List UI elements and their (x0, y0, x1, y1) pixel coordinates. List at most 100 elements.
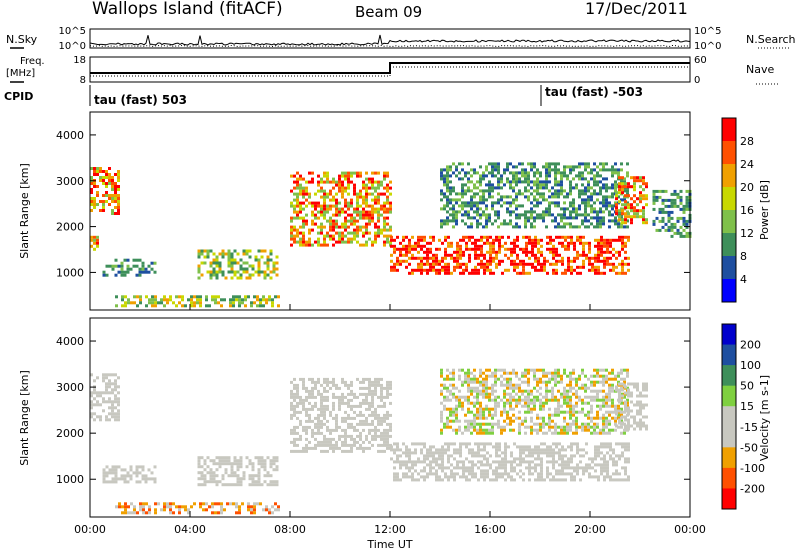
range-gate-cell (615, 385, 618, 389)
range-gate-cell (461, 192, 464, 196)
range-gate-cell (563, 189, 566, 193)
range-gate-cell (193, 301, 196, 305)
range-gate-cell (335, 180, 338, 184)
range-gate-cell (190, 304, 193, 308)
range-gate-cell (389, 240, 392, 244)
colorbar-tick-label: 16 (740, 204, 754, 217)
range-gate-cell (606, 463, 609, 467)
range-gate-cell (623, 377, 626, 381)
range-gate-cell (335, 201, 338, 205)
range-gate-cell (594, 265, 597, 269)
range-gate-cell (597, 253, 600, 257)
range-gate-cell (474, 241, 477, 245)
range-gate-cell (627, 418, 630, 422)
range-gate-cell (500, 431, 503, 435)
range-gate-cell (670, 210, 674, 214)
range-gate-cell (470, 180, 473, 184)
range-gate-cell (624, 194, 627, 198)
range-gate-cell (117, 188, 120, 191)
range-gate-cell (548, 425, 551, 429)
range-gate-cell (584, 201, 587, 205)
range-gate-cell (542, 404, 545, 408)
range-gate-cell (271, 505, 274, 509)
range-gate-cell (615, 203, 618, 207)
range-gate-cell (624, 256, 627, 260)
range-gate-cell (518, 192, 521, 196)
range-gate-cell (102, 170, 105, 173)
colorbar-swatch (722, 210, 736, 234)
range-gate-cell (489, 442, 492, 446)
range-gate-cell (673, 225, 677, 229)
range-gate-cell (317, 380, 320, 384)
range-gate-cell (567, 472, 570, 476)
range-gate-cell (485, 389, 488, 393)
range-gate-cell (491, 398, 494, 402)
range-gate-cell (311, 404, 314, 408)
range-gate-cell (558, 259, 561, 263)
range-gate-cell (305, 243, 308, 247)
range-gate-cell (548, 201, 551, 205)
range-gate-cell (452, 219, 455, 223)
range-gate-cell (390, 265, 393, 269)
range-gate-cell (359, 174, 362, 178)
range-gate-cell (393, 238, 396, 242)
range-gate-cell (417, 244, 420, 248)
range-gate-cell (305, 437, 308, 441)
range-gate-cell (435, 451, 438, 455)
range-gate-cell (546, 454, 549, 458)
range-gate-cell (491, 204, 494, 208)
range-gate-cell (447, 454, 450, 458)
range-gate-cell (429, 256, 432, 260)
range-gate-cell (221, 462, 225, 466)
range-gate-cell (548, 210, 551, 214)
range-gate-cell (353, 171, 356, 175)
range-gate-cell (618, 262, 621, 266)
range-gate-cell (446, 177, 449, 181)
range-gate-cell (537, 472, 540, 476)
range-gate-cell (546, 241, 549, 245)
range-gate-cell (452, 395, 455, 399)
colorbar-tick-label: 15 (740, 400, 754, 413)
range-gate-cell (639, 185, 642, 189)
range-gate-cell (209, 474, 213, 478)
range-gate-cell (558, 472, 561, 476)
nsky-label: N.Sky (6, 33, 38, 46)
range-gate-cell (129, 465, 133, 469)
range-gate-cell (500, 195, 503, 199)
range-gate-cell (516, 457, 519, 461)
range-gate-cell (455, 413, 458, 417)
range-gate-cell (618, 191, 621, 195)
range-gate-cell (350, 174, 353, 178)
range-gate-cell (626, 404, 629, 408)
range-gate-cell (393, 448, 396, 452)
range-gate-cell (239, 459, 243, 463)
range-gate-cell (491, 186, 494, 190)
range-gate-cell (596, 374, 599, 378)
range-gate-cell (377, 416, 380, 420)
range-gate-cell (218, 261, 222, 265)
range-gate-cell (251, 462, 255, 466)
range-gate-cell (117, 200, 120, 203)
range-gate-cell (350, 213, 353, 217)
range-gate-cell (145, 304, 148, 308)
range-gate-cell (642, 415, 645, 419)
range-gate-cell (218, 459, 222, 463)
range-gate-cell (123, 480, 127, 484)
range-gate-cell (111, 388, 114, 392)
range-gate-cell (311, 243, 314, 247)
range-gate-cell (396, 235, 399, 239)
range-gate-cell (539, 377, 542, 381)
range-gate-cell (558, 451, 561, 455)
range-gate-cell (257, 459, 261, 463)
range-gate-cell (320, 207, 323, 211)
range-gate-cell (326, 419, 329, 423)
range-gate-cell (390, 253, 393, 257)
range-gate-cell (515, 165, 518, 169)
range-gate-cell (248, 474, 252, 478)
range-gate-cell (212, 474, 216, 478)
range-gate-cell (540, 478, 543, 482)
range-gate-cell (344, 204, 347, 208)
range-gate-cell (667, 228, 671, 232)
range-gate-cell (594, 475, 597, 479)
range-gate-cell (212, 267, 216, 271)
